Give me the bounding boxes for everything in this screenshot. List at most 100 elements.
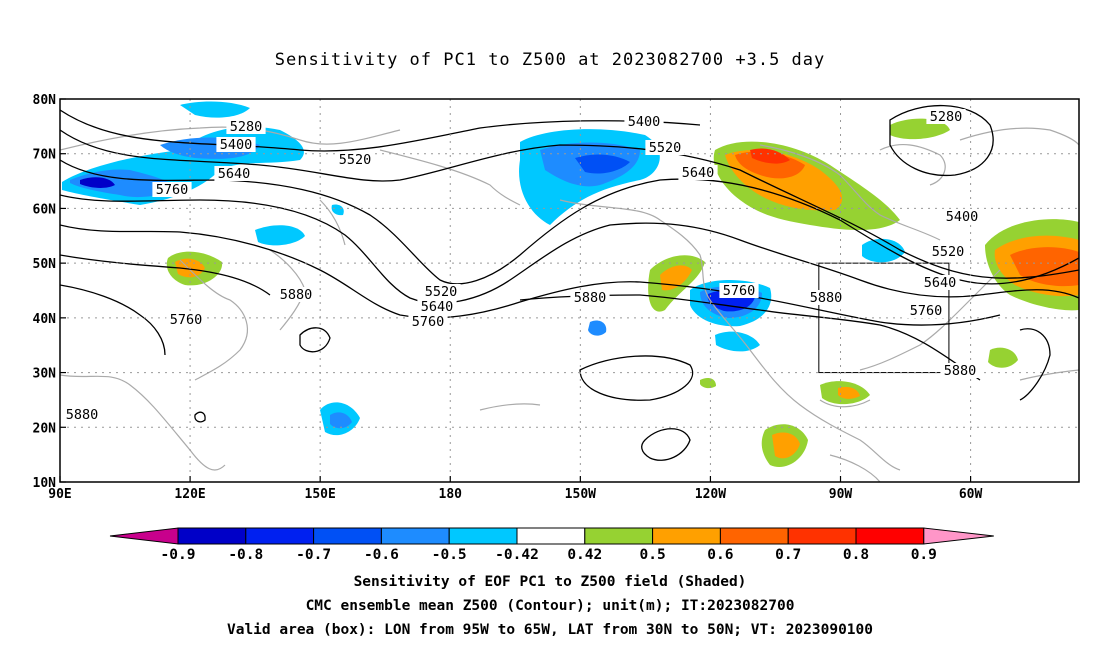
contour-label: 5760: [170, 312, 203, 328]
contour-label-bg: [417, 299, 457, 314]
colorbar-label: 0.5: [639, 547, 665, 563]
colorbar-swatch: [584, 527, 654, 545]
colorbar-swatch: [380, 527, 450, 545]
contour-label-bg: [906, 303, 946, 318]
lon-label: 150W: [565, 487, 596, 502]
colorbar-label: 0.9: [911, 547, 937, 563]
contour-label-bg: [166, 312, 206, 327]
contour-label-bg: [624, 114, 664, 129]
contour-label: 5280: [230, 119, 263, 135]
colorbar-label: 0.6: [707, 547, 733, 563]
lat-label: 70N: [33, 148, 57, 163]
lon-label: 60W: [959, 487, 983, 502]
contour-label-bg: [920, 275, 960, 290]
lat-label: 50N: [33, 257, 57, 272]
colorbar-label: -0.5: [432, 547, 467, 563]
colorbar-swatch: [652, 527, 721, 545]
contour-label: 5880: [280, 287, 313, 303]
caption-line-1: Sensitivity of EOF PC1 to Z500 field (Sh…: [353, 574, 747, 590]
contour-label: 5520: [339, 152, 372, 168]
colorbar-swatch: [313, 527, 382, 545]
contour-label: 5400: [628, 114, 661, 130]
contour-label: 5880: [944, 363, 977, 379]
colorbar-swatch: [787, 527, 857, 545]
colorbar-label: -0.6: [364, 547, 399, 563]
colorbar-swatch: [516, 527, 586, 545]
lon-label: 150E: [305, 487, 336, 502]
colorbar-label: -0.9: [161, 547, 196, 563]
colorbar-label: 0.8: [843, 547, 869, 563]
map-grid: [59, 98, 1079, 483]
lon-label: 120W: [695, 487, 726, 502]
contour-label: 5400: [946, 209, 979, 225]
colorbar-label: 0.7: [775, 547, 801, 563]
contour-label: 5640: [682, 165, 715, 181]
colorbar-swatch: [855, 527, 925, 545]
contour-label-bg: [928, 244, 968, 259]
contour-label-bg: [62, 407, 102, 422]
contour-label-bg: [942, 209, 982, 224]
lat-label: 40N: [33, 312, 57, 327]
contour-label-bg: [421, 284, 461, 299]
contour-label: 5280: [930, 109, 963, 125]
contour-label-bg: [152, 182, 192, 197]
contour-label: 5400: [220, 137, 253, 153]
contour-label: 5640: [218, 166, 251, 182]
map-frame: [59, 98, 1080, 483]
colorbar-label: -0.7: [296, 547, 331, 563]
contour-label: 5760: [723, 283, 756, 299]
caption-line-3: Valid area (box): LON from 95W to 65W, L…: [226, 622, 873, 638]
lon-label: 120E: [174, 487, 205, 502]
contour-label: 5880: [810, 290, 843, 306]
colorbar-swatch: [719, 527, 789, 545]
colorbar-right-arrow: [923, 527, 994, 545]
contour-label-bg: [719, 283, 759, 298]
caption-line-2: CMC ensemble mean Z500 (Contour); unit(m…: [305, 598, 795, 614]
contour-label: 5880: [574, 290, 607, 306]
colorbar-swatch: [177, 527, 247, 545]
contour-label: 5520: [649, 140, 682, 156]
contour-label-bg: [806, 290, 846, 305]
lon-label: 90W: [829, 487, 853, 502]
contour-label: 5520: [932, 244, 965, 260]
lat-label: 20N: [33, 421, 57, 436]
colorbar-swatch: [448, 527, 518, 545]
colorbar-label: 0.42: [567, 547, 602, 563]
colorbar-label: -0.42: [495, 547, 539, 563]
contour-label: 5760: [156, 182, 189, 198]
contour-label-bg: [678, 165, 718, 180]
contour-label-bg: [226, 119, 266, 134]
contour-label-bg: [570, 290, 610, 305]
contour-label: 5520: [425, 284, 458, 300]
coastlines: [60, 126, 1079, 482]
contour-label: 5640: [421, 299, 454, 315]
lat-label: 10N: [33, 476, 57, 491]
contour-label-bg: [408, 314, 448, 329]
z500-contours: [60, 104, 1079, 461]
contour-label: 5760: [412, 314, 445, 330]
valid-area-box: [818, 262, 950, 374]
colorbar: -0.9 -0.8 -0.7 -0.6 -0.5 -0.42 0.42 0.5 0.6 0.7 0.…: [109, 527, 994, 563]
lat-label: 80N: [33, 93, 57, 108]
lat-label: 60N: [33, 202, 57, 217]
contour-label-bg: [216, 137, 256, 152]
contour-label-bg: [214, 166, 254, 181]
contour-label: 5760: [910, 303, 943, 319]
colorbar-label: -0.8: [228, 547, 263, 563]
map-title: Sensitivity of PC1 to Z500 at 2023082700…: [274, 50, 826, 70]
contour-label: 5640: [924, 275, 957, 291]
lon-label: 90E: [48, 487, 71, 502]
lat-label: 30N: [33, 367, 57, 382]
contour-label-bg: [276, 287, 316, 302]
contour-label-bg: [940, 363, 980, 378]
colorbar-swatch: [245, 527, 315, 545]
contour-label-bg: [335, 152, 375, 167]
contour-label-bg: [645, 140, 685, 155]
contour-label-bg: [926, 109, 966, 124]
contour-labels: 5280540055205640576054005520564052805400…: [62, 109, 982, 423]
contour-label: 5880: [66, 407, 99, 423]
lon-label: 180: [439, 487, 463, 502]
colorbar-left-arrow: [109, 527, 179, 545]
